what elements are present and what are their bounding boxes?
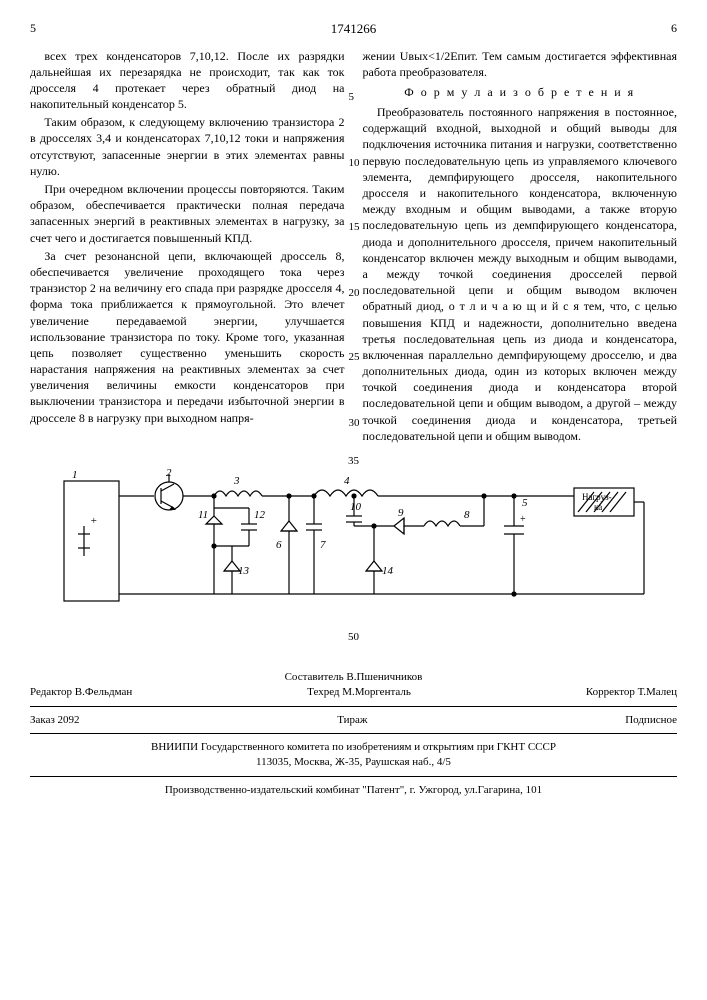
- label-load2: ка: [594, 502, 602, 512]
- footer: Составитель В.Пшеничников Редактор В.Фел…: [30, 670, 677, 798]
- doc-number: 1741266: [36, 20, 671, 38]
- label-6: 6: [276, 539, 282, 551]
- label-2: 2: [166, 467, 172, 479]
- publisher: Производственно-издательский комбинат "П…: [30, 783, 677, 798]
- order: Заказ 2092: [30, 713, 80, 728]
- subscr: Подписное: [625, 713, 677, 728]
- compiler: Составитель В.Пшеничников: [30, 670, 677, 685]
- label-12: 12: [254, 509, 266, 521]
- org-addr: 113035, Москва, Ж-35, Раушская наб., 4/5: [30, 755, 677, 770]
- page-right: 6: [671, 20, 677, 38]
- svg-text:+: +: [520, 514, 526, 525]
- label-13: 13: [238, 565, 250, 577]
- schematic-svg: + +: [54, 466, 654, 626]
- label-3: 3: [233, 475, 240, 487]
- line-number: 30: [349, 416, 360, 431]
- techred: Техред М.Моргенталь: [307, 685, 411, 700]
- line-number: 25: [349, 350, 360, 365]
- text-columns: всех трех конденсаторов 7,10,12. После и…: [30, 48, 677, 447]
- label-10: 10: [350, 501, 362, 513]
- page-header: 5 1741266 6: [30, 20, 677, 38]
- para: За счет резонансной цепи, включающей дро…: [30, 248, 345, 426]
- claim-text: Преобразователь постоянного напряжения в…: [363, 104, 678, 444]
- label-14: 14: [382, 565, 394, 577]
- para: жении Uвых<1/2Eпит. Тем самым достигаетс…: [363, 48, 678, 80]
- org-line: ВНИИПИ Государственного комитета по изоб…: [30, 740, 677, 755]
- para: Таким образом, к следующему включению тр…: [30, 114, 345, 179]
- line-number: 10: [349, 156, 360, 171]
- label-7: 7: [320, 539, 326, 551]
- formula-title: Ф о р м у л а и з о б р е т е н и я: [363, 84, 678, 100]
- label-8: 8: [464, 509, 470, 521]
- corrector: Корректор Т.Малец: [586, 685, 677, 700]
- label-load: Нагруз-: [582, 492, 612, 502]
- circuit-diagram: 3 5 +: [30, 466, 677, 645]
- left-column: всех трех конденсаторов 7,10,12. После и…: [30, 48, 345, 447]
- page-marker: 35: [348, 454, 359, 469]
- label-5: 5: [522, 497, 528, 509]
- label-1: 1: [72, 469, 78, 481]
- editor: Редактор В.Фельдман: [30, 685, 132, 700]
- label-11: 11: [198, 509, 208, 521]
- line-number: 20: [349, 286, 360, 301]
- right-column: 5 10 15 20 25 30 жении Uвых<1/2Eпит. Тем…: [363, 48, 678, 447]
- line-number: 15: [349, 220, 360, 235]
- label-9: 9: [398, 507, 404, 519]
- para: всех трех конденсаторов 7,10,12. После и…: [30, 48, 345, 113]
- para: При очередном включении процессы повторя…: [30, 181, 345, 246]
- tirazh: Тираж: [337, 713, 367, 728]
- label-4: 4: [344, 475, 350, 487]
- line-number: 5: [349, 90, 355, 105]
- svg-text:+: +: [90, 515, 97, 527]
- page-marker: 50: [30, 630, 677, 645]
